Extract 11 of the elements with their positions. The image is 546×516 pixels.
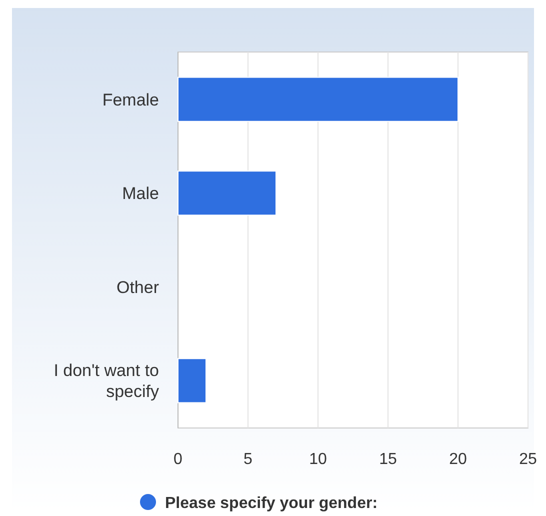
x-tick-label: 0 bbox=[174, 451, 183, 468]
y-tick-label: Female bbox=[102, 90, 159, 110]
x-tick-label: 25 bbox=[519, 451, 537, 468]
x-tick-label: 20 bbox=[449, 451, 467, 468]
legend-label: Please specify your gender: bbox=[165, 495, 378, 512]
y-tick-label: Male bbox=[122, 184, 159, 204]
y-tick-label: I don't want to specify bbox=[54, 361, 160, 402]
x-tick-label: 15 bbox=[379, 451, 397, 468]
y-tick-label: Other bbox=[116, 278, 160, 297]
x-tick-label: 5 bbox=[244, 451, 253, 468]
x-tick-label: 10 bbox=[309, 451, 327, 468]
